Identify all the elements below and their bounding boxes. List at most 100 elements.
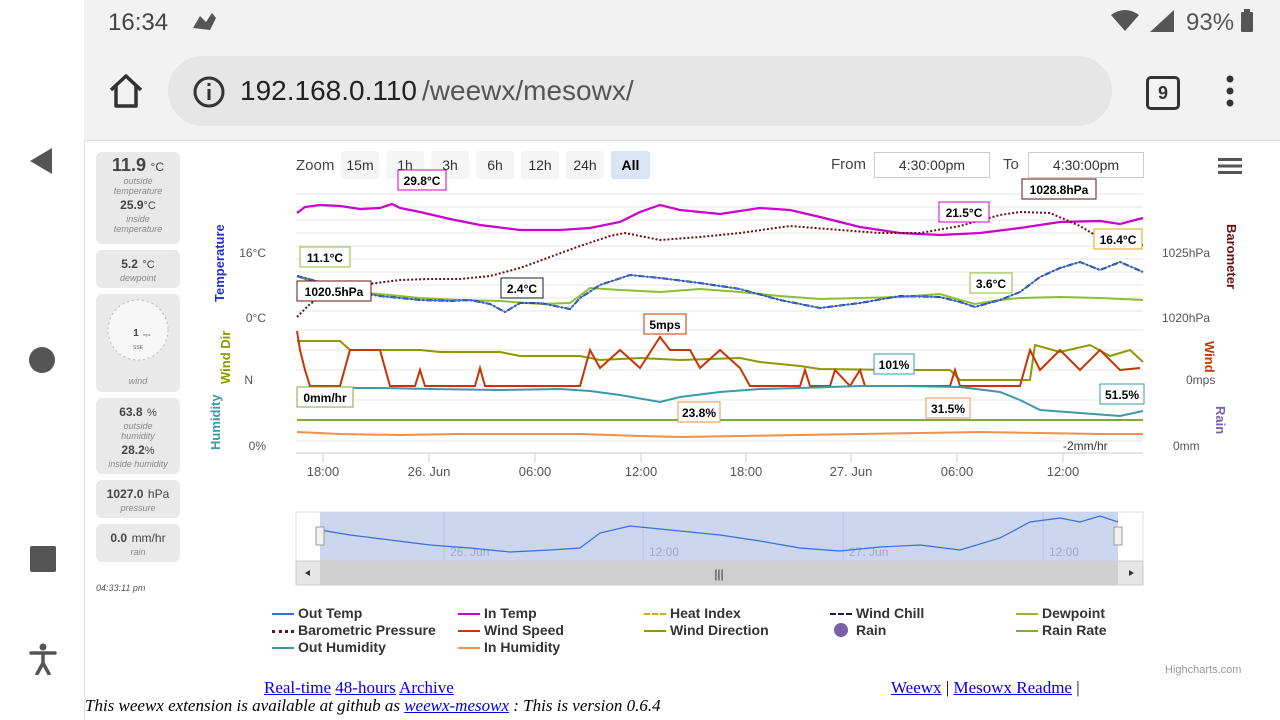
- annotation-text: 101%: [879, 358, 910, 372]
- scroll-right-arrow-icon[interactable]: [1129, 570, 1134, 576]
- legend-item[interactable]: Out Humidity: [272, 639, 386, 655]
- legend-symbol-icon: [644, 630, 666, 633]
- recents-icon[interactable]: [29, 545, 57, 573]
- legend-symbol-icon: [272, 613, 294, 616]
- in-humidity-min-label: 23.8%: [677, 401, 721, 423]
- legend-symbol-icon: [272, 629, 294, 633]
- legend-symbol-icon: [830, 622, 852, 640]
- x-axis-ticks: 18:00 26. Jun 06:00 12:00 18:00 27. Jun …: [307, 453, 1080, 479]
- 48-hours-link[interactable]: 48-hours: [335, 678, 396, 697]
- rain-card: 0.0 mm/hr rain: [96, 524, 180, 562]
- annotation-text: 23.8%: [682, 406, 716, 420]
- back-icon[interactable]: [28, 146, 56, 176]
- chart-menu-icon[interactable]: [1218, 157, 1242, 175]
- left-tick: 0°C: [246, 311, 266, 325]
- navigator-right-handle[interactable]: [1113, 526, 1123, 546]
- wind-speed-unit: mps: [143, 332, 151, 337]
- legend-symbol-icon: [458, 613, 480, 616]
- zoom-6h-button[interactable]: 6h: [476, 151, 514, 179]
- outside-humidity-unit: %: [147, 407, 157, 419]
- pressure-unit: hPa: [147, 487, 170, 501]
- outside-humidity-label: outside humidity: [121, 421, 155, 441]
- dewpoint-value: 5.2: [121, 257, 138, 271]
- legend-item[interactable]: Wind Direction: [644, 622, 769, 638]
- legend-item[interactable]: Rain: [830, 622, 886, 640]
- mesowx-readme-link[interactable]: Mesowx Readme: [953, 678, 1072, 697]
- navigator-scrollbar-thumb[interactable]: [320, 561, 1118, 585]
- x-tick: 12:00: [1047, 464, 1080, 479]
- humidity-card: 63.8 % outside humidity 28.2% inside hum…: [96, 398, 180, 474]
- github-link[interactable]: weewx-mesowx: [404, 696, 510, 715]
- baro-max-label: 1028.8hPa: [1021, 178, 1097, 200]
- legend-item[interactable]: Wind Speed: [458, 622, 564, 638]
- humidity-end-label: 51.5%: [1099, 383, 1145, 405]
- from-date-input[interactable]: 4:30:00pm: [874, 152, 990, 178]
- zoom-12h-button[interactable]: 12h: [521, 151, 559, 179]
- archive-link[interactable]: Archive: [399, 678, 454, 697]
- zoom-15m-button[interactable]: 15m: [341, 151, 379, 179]
- legend-label: Out Temp: [298, 605, 363, 621]
- wind-axis-title: Wind: [1202, 341, 1217, 373]
- legend-item[interactable]: Rain Rate: [1016, 622, 1107, 638]
- pressure-value: 1027.0: [106, 487, 144, 501]
- url-path: /weewx/mesowx/: [422, 75, 634, 106]
- legend-item[interactable]: In Humidity: [458, 639, 560, 655]
- navigator[interactable]: 26. Jun 12:00 27. Jun 12:00 |||: [295, 511, 1144, 586]
- x-tick: 26. Jun: [408, 464, 451, 479]
- legend-symbol-icon: [458, 630, 480, 633]
- wind-speed-series: [296, 330, 1141, 388]
- annotation-text: 1020.5hPa: [305, 285, 364, 299]
- overflow-menu-icon[interactable]: [1224, 74, 1236, 110]
- legend-item[interactable]: Heat Index: [644, 605, 741, 621]
- accessibility-icon[interactable]: [28, 643, 58, 675]
- home-icon[interactable]: [108, 73, 144, 109]
- in-humidity-min2-label: 31.5%: [925, 397, 971, 419]
- realtime-link[interactable]: Real-time: [264, 678, 332, 697]
- to-date-input[interactable]: 4:30:00pm: [1028, 152, 1144, 178]
- pressure-label: pressure: [120, 503, 156, 513]
- battery-percent: 93%: [1186, 9, 1235, 36]
- legend-item[interactable]: Barometric Pressure: [272, 622, 436, 638]
- humidity-axis-title: Humidity: [208, 394, 223, 450]
- legend-item[interactable]: In Temp: [458, 605, 537, 621]
- wind-label: wind: [128, 376, 148, 386]
- wind-direction-value: SSE: [133, 345, 144, 351]
- out-temp-min-label: 2.4°C: [500, 277, 544, 299]
- info-icon[interactable]: [192, 75, 226, 109]
- weewx-link[interactable]: Weewx: [891, 678, 942, 697]
- navigator-selection[interactable]: [320, 512, 1118, 561]
- legend-item[interactable]: Wind Chill: [830, 605, 924, 621]
- battery-icon: [1241, 9, 1253, 32]
- legend-label: Wind Direction: [670, 622, 769, 638]
- zoom-24h-button[interactable]: 24h: [566, 151, 604, 179]
- legend-symbol-icon: [272, 647, 294, 650]
- left-tick: 0%: [249, 439, 267, 453]
- wind-direction-series: [297, 340, 1144, 381]
- scroll-left-arrow-icon[interactable]: [305, 570, 310, 576]
- navigator-left-handle[interactable]: [315, 526, 325, 546]
- barometric-pressure-series: [296, 210, 1144, 318]
- legend-item[interactable]: Out Temp: [272, 605, 362, 621]
- outside-temp-value: 11.9: [112, 155, 147, 175]
- status-bar: 16:34 93%: [84, 0, 1280, 44]
- x-tick: 27. Jun: [830, 464, 873, 479]
- wifi-icon: [1111, 10, 1139, 31]
- highcharts-credits[interactable]: Highcharts.com: [1165, 664, 1242, 676]
- home-circle-icon[interactable]: [28, 346, 56, 374]
- outside-temp-unit: °C: [150, 160, 164, 174]
- outside-temperature-card: 11.9 °C outside temperature 25.9°C insid…: [96, 152, 180, 244]
- inside-temp-label: inside temperature: [113, 214, 163, 234]
- rain-rate-label: 0mm/hr: [296, 386, 354, 408]
- zoom-all-button[interactable]: All: [611, 151, 650, 179]
- legend-item[interactable]: Dewpoint: [1016, 605, 1105, 621]
- legend-symbol-icon: [644, 613, 666, 616]
- left-tick: 16°C: [239, 246, 266, 260]
- tab-switcher-button[interactable]: 9: [1146, 76, 1180, 110]
- right-tick: 1020hPa: [1162, 311, 1210, 325]
- signal-icon: [1150, 10, 1174, 32]
- url-host: 192.168.0.110: [240, 75, 417, 106]
- rain-unit: mm/hr: [131, 531, 166, 545]
- legend-label: Barometric Pressure: [298, 622, 436, 638]
- address-bar[interactable]: 192.168.0.110 /weewx/mesowx/: [168, 56, 1112, 126]
